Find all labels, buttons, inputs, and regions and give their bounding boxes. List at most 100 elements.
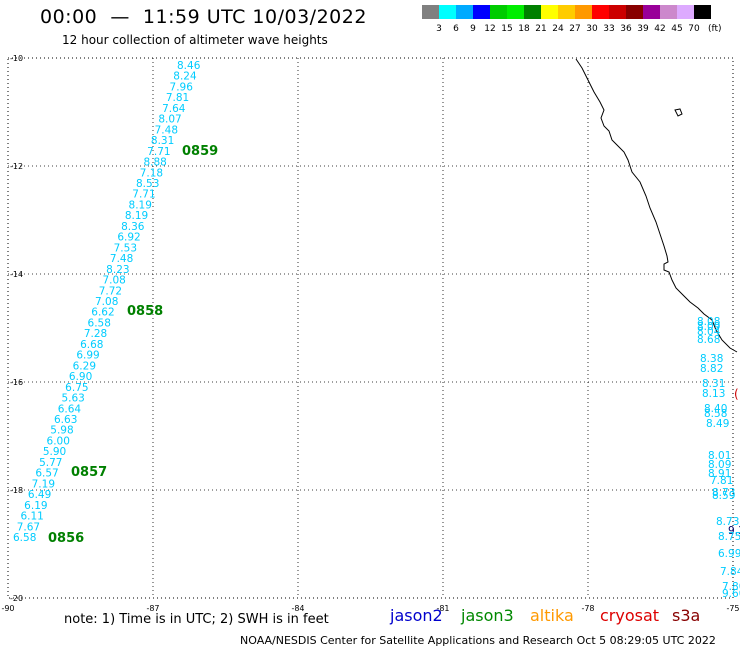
wave-height-value: 6.19	[24, 500, 47, 512]
wave-height-value: 8.53	[136, 178, 159, 190]
wave-height-value: 8.31	[702, 378, 725, 390]
wave-height-value: 6.75	[65, 382, 88, 394]
wave-height-value: 7.67	[17, 521, 40, 533]
legend-swatch	[694, 5, 711, 19]
wave-height-value: 7.80	[722, 581, 740, 593]
wave-height-value: 8.36	[121, 221, 145, 233]
y-tick-label: -16	[10, 378, 23, 387]
coastline-path	[575, 58, 738, 353]
wave-height-value: 8.19	[125, 210, 148, 222]
legend-swatch	[575, 5, 592, 19]
wave-height-value: 8.13	[702, 388, 725, 400]
legend-label: 15	[501, 24, 513, 34]
pass-time-label: 0858	[127, 304, 163, 319]
wave-height-value: 6.90	[69, 371, 92, 383]
legend-swatch	[422, 5, 439, 19]
wave-height-value: 6.63	[54, 414, 77, 426]
satellite-name-jason3: jason3	[461, 606, 514, 625]
legend-label: 21	[535, 24, 547, 34]
legend-swatch	[592, 5, 609, 19]
wave-height-value: 8.09	[697, 321, 720, 333]
x-tick-label: -81	[436, 604, 449, 613]
legend-label: 6	[453, 24, 459, 34]
x-tick-label: -78	[581, 604, 594, 613]
wave-height-value: 8.09	[708, 459, 731, 471]
footnote: note: 1) Time is in UTC; 2) SWH is in fe…	[64, 612, 329, 627]
wave-height-value: 7.48	[155, 124, 178, 136]
wave-height-value: 6.64	[58, 403, 82, 415]
wave-height-value: 7.71	[132, 189, 155, 201]
pass-time-label: 0859	[182, 144, 218, 159]
wave-height-value: 8.73	[716, 516, 739, 528]
wave-height-value: 5.98	[50, 425, 73, 437]
wave-height-value: 7.28	[84, 328, 107, 340]
legend-swatch	[660, 5, 677, 19]
legend-label: 70	[688, 24, 700, 34]
wave-height-value: 7.81	[710, 475, 733, 487]
wave-height-value: 8.73	[712, 487, 735, 499]
coastline	[575, 58, 738, 353]
satellite-name-altika: altika	[530, 606, 574, 625]
wave-height-value: 8.82	[700, 363, 723, 375]
x-tick-label: -90	[1, 604, 14, 613]
wave-height-value: 6.00	[47, 435, 70, 447]
y-tick-label: -20	[10, 594, 23, 603]
wave-height-value: 8.59	[712, 490, 735, 502]
satellite-name-jason2: jason2	[390, 606, 443, 625]
wave-height-value: 8.91	[708, 468, 731, 480]
legend-label: 33	[603, 24, 615, 34]
wave-height-value: 7.48	[110, 253, 133, 265]
y-tick-label: -14	[10, 270, 23, 279]
wave-height-value: 8.23	[106, 264, 129, 276]
legend-swatch	[558, 5, 575, 19]
wave-height-value: 6.11	[20, 511, 43, 523]
wave-height-value: 7.81	[166, 92, 189, 104]
wave-height-value: 6.68	[80, 339, 103, 351]
wave-height-value: 8.07	[158, 114, 181, 126]
wave-height-value: 8.38	[700, 353, 723, 365]
wave-height-value: 6.49	[28, 489, 51, 501]
wave-height-value: 5.90	[43, 446, 66, 458]
wave-height-value: 8.40	[704, 403, 727, 415]
y-tick-label: -10	[10, 54, 23, 63]
wave-height-value: 6.99	[76, 350, 99, 362]
wave-height-value: 5.77	[39, 457, 62, 469]
legend-swatch	[626, 5, 643, 19]
wave-height-value: 5.63	[61, 393, 84, 405]
legend-label: 36	[620, 24, 632, 34]
wave-height-value: 7.53	[114, 242, 137, 254]
legend-swatch	[677, 5, 694, 19]
legend-label: 3	[436, 24, 442, 34]
wave-height-value: 8.46	[177, 60, 201, 72]
wave-height-value: 8.88	[143, 157, 166, 169]
map-grid	[8, 58, 733, 598]
wave-height-value: 8.24	[173, 71, 197, 83]
x-tick-label: -75	[726, 604, 739, 613]
legend-label: 39	[637, 24, 649, 34]
wave-height-value: 8.75	[718, 531, 740, 543]
wave-height-value: 6.58	[13, 532, 36, 544]
satellite-name-cryosat: cryosat	[600, 606, 660, 625]
credit-footer: NOAA/NESDIS Center for Satellite Applica…	[240, 634, 716, 647]
pass-time-label: 0857	[71, 465, 107, 480]
wave-height-value: 6.58	[88, 317, 111, 329]
wave-height-value: 7.64	[162, 103, 186, 115]
wave-height-value: 8.58	[704, 408, 727, 420]
legend-label: 9	[470, 24, 476, 34]
pass-time-label: 0856	[48, 531, 84, 546]
wave-height-value: 8.31	[151, 135, 174, 147]
x-tick-label: -84	[291, 604, 304, 613]
page-title: 00:00 — 11:59 UTC 10/03/2022	[40, 6, 367, 28]
wave-height-value: 6.57	[35, 468, 58, 480]
wave-height-value: 7.96	[170, 81, 194, 93]
altimeter-tracks: 8.468.247.967.817.648.077.488.317.718.88…	[13, 60, 740, 600]
wave-height-value: 7.72	[99, 285, 122, 297]
legend-label: 24	[552, 24, 564, 34]
wave-height-value: 7.08	[102, 275, 125, 287]
legend-swatch	[609, 5, 626, 19]
page-subtitle: 12 hour collection of altimeter wave hei…	[62, 33, 328, 47]
wave-height-value: 6.62	[91, 307, 114, 319]
wave-height-value: 9.32	[728, 525, 740, 537]
wave-height-value: 8.49	[706, 418, 729, 430]
